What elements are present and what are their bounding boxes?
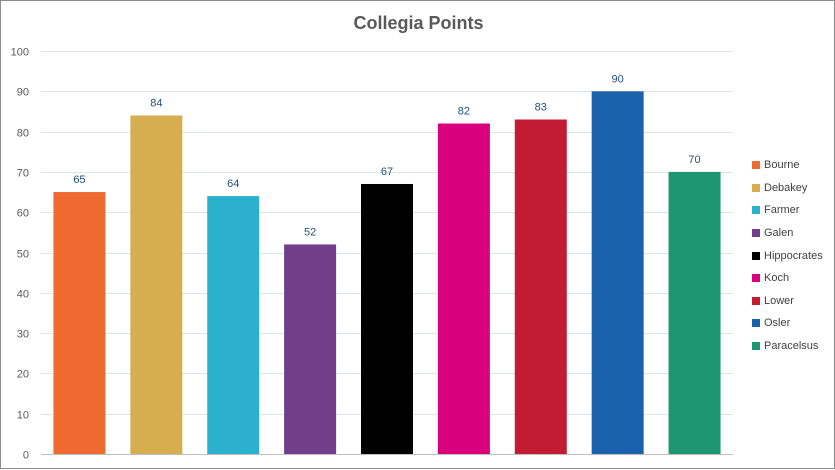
bar-lower (514, 119, 567, 454)
legend-swatch (752, 183, 760, 192)
y-tick-label: 30 (17, 329, 29, 341)
y-tick-label: 40 (17, 289, 29, 301)
legend-label: Koch (764, 272, 790, 285)
legend-item-galen: Galen (752, 222, 823, 245)
y-tick-label: 20 (17, 369, 29, 381)
y-tick-label: 70 (17, 168, 29, 180)
y-tick-label: 10 (17, 410, 29, 422)
y-tick-label: 90 (17, 87, 29, 99)
legend-label: Hippocrates (764, 249, 823, 262)
legend-swatch (752, 251, 760, 260)
legend-label: Lower (764, 294, 794, 307)
bar-bourne (53, 192, 106, 455)
chart-title: Collegia Points (353, 13, 484, 33)
legend-swatch (752, 274, 760, 283)
data-label: 52 (304, 226, 316, 238)
bar-koch (437, 123, 490, 454)
y-tick-label: 60 (17, 208, 29, 220)
legend-label: Osler (764, 317, 791, 330)
y-tick-label: 0 (23, 450, 29, 462)
data-label: 64 (227, 178, 239, 190)
bar-osler (591, 91, 644, 455)
legend-swatch (752, 296, 760, 305)
legend-swatch (752, 206, 760, 215)
data-label: 70 (688, 154, 700, 166)
bars (53, 91, 721, 455)
legend-item-hippocrates: Hippocrates (752, 244, 823, 267)
y-tick-label: 50 (17, 249, 29, 261)
legend-item-koch: Koch (752, 267, 823, 290)
legend-item-farmer: Farmer (752, 199, 823, 222)
bar-paracelsus (668, 171, 721, 454)
legend-label: Farmer (764, 204, 800, 217)
bar-galen (284, 244, 337, 454)
data-label: 84 (150, 97, 162, 109)
legend-item-osler: Osler (752, 312, 823, 335)
legend-item-lower: Lower (752, 290, 823, 313)
data-label: 67 (381, 166, 393, 178)
legend-item-paracelsus: Paracelsus (752, 335, 823, 358)
legend: Bourne Debakey Farmer Galen Hippocrates Koch L… (752, 154, 823, 357)
bar-farmer (207, 196, 260, 454)
legend-item-bourne: Bourne (752, 154, 823, 177)
data-labels: 65 84 64 52 67 82 83 90 70 (73, 73, 700, 238)
data-label: 65 (73, 174, 85, 186)
legend-swatch (752, 319, 760, 328)
legend-label: Paracelsus (764, 340, 819, 353)
legend-label: Debakey (764, 181, 808, 194)
data-label: 82 (458, 106, 470, 118)
bar-debakey (130, 115, 183, 454)
data-label: 83 (535, 102, 547, 114)
bar-hippocrates (361, 183, 413, 455)
legend-swatch (752, 342, 760, 351)
legend-label: Bourne (764, 159, 800, 172)
y-tick-label: 100 (11, 47, 29, 59)
legend-swatch (752, 161, 760, 170)
y-tick-label: 80 (17, 128, 29, 140)
y-axis: 0 10 20 30 40 50 60 70 80 90 100 (11, 47, 29, 462)
legend-swatch (752, 229, 760, 238)
data-label: 90 (612, 73, 624, 85)
legend-label: Galen (764, 227, 794, 240)
legend-item-debakey: Debakey (752, 177, 823, 200)
